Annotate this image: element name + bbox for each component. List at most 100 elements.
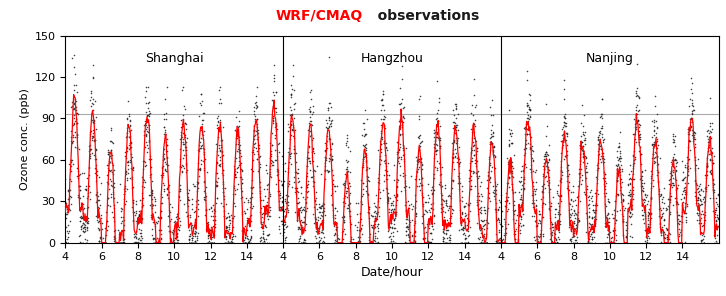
Point: [317, 210, 328, 214]
Point: [584, 240, 595, 245]
Point: [537, 195, 548, 200]
Point: [586, 194, 597, 199]
Point: [154, 240, 166, 245]
Point: [272, 141, 284, 146]
Point: [348, 240, 359, 245]
Point: [348, 240, 359, 245]
Point: [327, 178, 339, 183]
Point: [644, 218, 656, 223]
Point: [252, 125, 264, 129]
Point: [172, 226, 184, 231]
Point: [317, 240, 329, 245]
Point: [574, 199, 585, 204]
Point: [247, 204, 258, 208]
Point: [648, 160, 659, 165]
Point: [421, 240, 433, 245]
Point: [186, 235, 197, 240]
Point: [90, 147, 102, 151]
Point: [317, 239, 329, 244]
Point: [293, 176, 304, 180]
Point: [162, 154, 174, 159]
Point: [407, 203, 419, 208]
Point: [267, 114, 279, 118]
Point: [220, 202, 232, 206]
Point: [174, 189, 186, 193]
Point: [639, 227, 650, 232]
Point: [663, 236, 674, 241]
Point: [163, 185, 174, 190]
Point: [147, 236, 159, 240]
Point: [474, 240, 486, 245]
Point: [168, 239, 179, 244]
Point: [698, 194, 709, 199]
Point: [61, 237, 73, 242]
Point: [463, 176, 475, 181]
Point: [590, 214, 601, 218]
Point: [340, 188, 351, 193]
Point: [295, 185, 307, 189]
Point: [544, 215, 556, 220]
Point: [579, 133, 590, 138]
Point: [384, 196, 396, 201]
Point: [245, 186, 256, 190]
Point: [538, 182, 550, 187]
Point: [554, 196, 566, 201]
Point: [210, 183, 221, 188]
Point: [303, 118, 315, 123]
Point: [463, 219, 475, 223]
Point: [399, 157, 410, 162]
Point: [307, 110, 319, 115]
Point: [336, 240, 348, 245]
Point: [427, 206, 439, 211]
Point: [139, 131, 151, 136]
Point: [278, 209, 290, 213]
Point: [685, 124, 696, 128]
Point: [582, 195, 594, 200]
Point: [482, 169, 494, 174]
Point: [391, 198, 402, 202]
Point: [73, 174, 84, 179]
Point: [584, 193, 595, 198]
Point: [87, 76, 99, 81]
Point: [563, 208, 575, 213]
Point: [637, 189, 649, 194]
Point: [464, 161, 476, 165]
Point: [70, 144, 81, 149]
Point: [328, 240, 340, 245]
Point: [685, 125, 696, 130]
Point: [608, 240, 619, 245]
Point: [189, 234, 200, 239]
Point: [110, 240, 122, 245]
Point: [343, 181, 355, 185]
Point: [309, 180, 320, 184]
Point: [537, 200, 549, 205]
Point: [711, 240, 723, 245]
Point: [218, 186, 229, 191]
Point: [679, 184, 690, 189]
Point: [148, 220, 160, 225]
Point: [672, 186, 683, 190]
Point: [583, 237, 595, 242]
Point: [166, 240, 178, 245]
Point: [312, 240, 324, 245]
Point: [576, 102, 587, 107]
Point: [392, 140, 404, 145]
Point: [550, 240, 561, 245]
Point: [443, 205, 454, 210]
Point: [592, 153, 603, 157]
Point: [195, 126, 206, 130]
Point: [242, 240, 254, 245]
Point: [441, 198, 452, 202]
Point: [228, 240, 240, 245]
Point: [322, 137, 334, 141]
Point: [273, 150, 285, 155]
Point: [327, 202, 338, 206]
Point: [407, 240, 419, 245]
Point: [156, 165, 168, 169]
Point: [145, 157, 157, 161]
Point: [707, 187, 719, 192]
Point: [277, 207, 288, 212]
Point: [615, 208, 627, 213]
Point: [200, 207, 212, 212]
Point: [126, 152, 137, 157]
